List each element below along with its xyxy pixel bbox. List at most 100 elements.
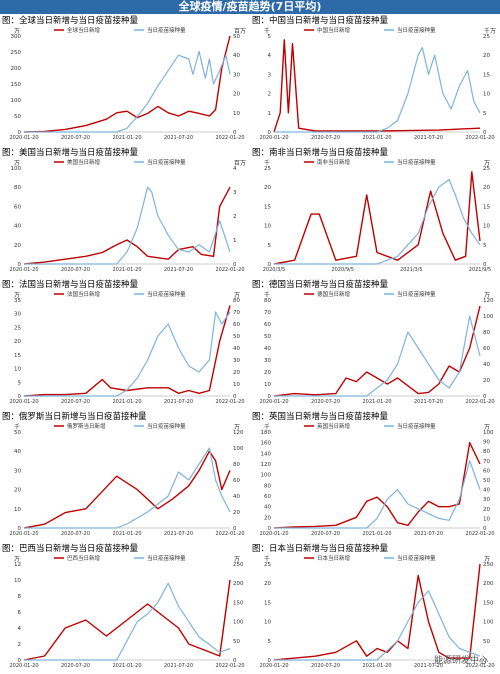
x-tick-label: 2022-01-20 <box>215 267 244 273</box>
left-axis-unit: 千 <box>264 423 270 431</box>
left-tick-label: 15 <box>264 204 271 210</box>
series-line-1 <box>274 460 481 529</box>
right-tick-label: 30 <box>233 72 240 78</box>
right-tick-label: 2 <box>233 214 237 220</box>
left-tick-label: 160 <box>261 441 272 447</box>
x-tick-label: 2021/3/5 <box>400 267 422 273</box>
right-tick-label: 20 <box>483 185 490 191</box>
legend-label: 美国当日新增 <box>67 158 100 166</box>
right-tick-label: 200 <box>483 581 494 587</box>
x-tick-label: 2020-07-20 <box>311 531 340 537</box>
right-tick-label: 10 <box>233 382 240 388</box>
legend-label: 当日疫苗接种量 <box>397 554 436 562</box>
left-tick-label: 50 <box>14 114 21 120</box>
x-tick-label: 2022-01-20 <box>465 663 494 669</box>
chart-svg: 千万05101520250501001502002502020-01-20 202… <box>259 554 494 669</box>
chart-svg: 千 万 0 20 40 60 80 100 120 140 160 180 0 10 20 30 40 50 60 7… <box>259 422 494 537</box>
x-tick-label: 2020-01-20 <box>259 399 288 405</box>
right-tick-label: 90 <box>483 440 490 446</box>
series-line-1 <box>274 178 481 265</box>
x-tick-label: 2021-07-20 <box>414 663 443 669</box>
left-tick-label: 15 <box>14 353 21 359</box>
left-axis-unit: 万 <box>14 28 20 35</box>
right-tick-label: 5 <box>483 243 487 249</box>
left-tick-label: 50 <box>14 430 21 436</box>
x-tick-label: 2021-01-20 <box>362 135 391 141</box>
x-tick-label: 2020-01-20 <box>9 531 38 537</box>
watermark: 能源研发中心 <box>433 656 488 666</box>
right-tick-label: 30 <box>233 358 240 364</box>
right-tick-label: 0 <box>483 394 487 400</box>
right-axis-unit: 万 <box>484 160 490 167</box>
right-axis-unit: 万 <box>484 556 490 563</box>
left-tick-label: 0 <box>18 262 22 268</box>
left-tick-label: 3 <box>268 72 272 78</box>
left-tick-label: 60 <box>264 322 271 328</box>
x-tick-label: 2020-01-20 <box>9 267 38 273</box>
x-tick-label: 2020-07-20 <box>61 267 90 273</box>
x-tick-label: 2020-07-20 <box>61 663 90 669</box>
x-tick-label: 2021-01-20 <box>112 267 141 273</box>
right-tick-label: 15 <box>483 204 490 210</box>
right-tick-label: 250 <box>483 562 494 568</box>
left-axis-unit: 千 <box>14 423 20 431</box>
x-tick-label: 2021-01-20 <box>112 663 141 669</box>
chart-panel-brazil: 图：巴西当日新增与当日疫苗接种量万 万 0 2 4 6 8 10 12 0 50 100 150 200 2… <box>2 542 248 672</box>
right-tick-label: 10 <box>483 92 490 98</box>
series-line-1 <box>24 582 231 661</box>
left-tick-label: 80 <box>264 298 271 304</box>
right-axis-unit: 万 <box>234 424 240 431</box>
left-tick-label: 0 <box>18 394 22 400</box>
chart-title: 图：日本当日新增与当日疫苗接种量 <box>252 544 389 554</box>
right-tick-label: 0 <box>483 262 487 268</box>
legend-label: 当日疫苗接种量 <box>397 290 436 298</box>
legend-label: 德国当日新增 <box>317 290 350 298</box>
right-tick-label: 40 <box>483 362 490 368</box>
left-tick-label: 100 <box>11 166 22 172</box>
legend-label: 当日疫苗接种量 <box>397 26 436 34</box>
right-tick-label: 25 <box>483 34 490 40</box>
series-line-0 <box>273 39 481 133</box>
series-line-1 <box>24 50 231 133</box>
x-tick-label: 2021-01-20 <box>112 531 141 537</box>
left-tick-label: 50 <box>264 334 271 340</box>
x-tick-label: 2020-01-20 <box>9 663 38 669</box>
right-tick-label: 40 <box>233 346 240 352</box>
x-tick-label: 2020-01-20 <box>259 531 288 537</box>
series-line-0 <box>23 305 231 397</box>
x-tick-label: 2022-01-20 <box>465 135 494 141</box>
right-tick-label: 60 <box>233 478 240 484</box>
left-tick-label: 40 <box>14 224 21 230</box>
x-tick-label: 2020-07-20 <box>61 399 90 405</box>
chart-svg: 千 万 0 10 20 30 40 50 60 70 80 0 20 40 60 80 100 120 2020-0… <box>259 290 494 405</box>
right-tick-label: 250 <box>233 562 244 568</box>
right-tick-label: 20 <box>483 507 490 513</box>
left-tick-label: 10 <box>14 578 21 584</box>
series-line-0 <box>273 305 481 397</box>
left-tick-label: 300 <box>11 34 22 40</box>
left-tick-label: 6 <box>18 610 22 616</box>
right-tick-label: 0 <box>233 526 237 532</box>
right-tick-label: 80 <box>233 298 240 304</box>
right-tick-label: 100 <box>483 314 494 320</box>
x-tick-label: 2021-07-20 <box>164 267 193 273</box>
chart-svg: 千 万 0 5 10 15 20 25 0 5 10 15 20 25 2020/3/5 2020/9/5 20… <box>263 158 491 273</box>
left-tick-label: 10 <box>264 382 271 388</box>
x-tick-label: 2021-07-20 <box>414 531 443 537</box>
right-tick-label: 0 <box>483 526 487 532</box>
x-tick-label: 2021-01-20 <box>112 135 141 141</box>
right-tick-label: 80 <box>233 462 240 468</box>
right-tick-label: 60 <box>483 346 490 352</box>
legend-label: 全球当日新增 <box>67 26 100 34</box>
right-tick-label: 5 <box>483 111 487 117</box>
x-tick-label: 2020/3/5 <box>263 267 285 273</box>
chart-title: 图：南非当日新增与当日疫苗接种量 <box>252 148 389 158</box>
right-tick-label: 15 <box>483 72 490 78</box>
x-tick-label: 2020-07-20 <box>311 399 340 405</box>
chart-title: 图：俄罗斯当日新增与当日疫苗接种量 <box>2 412 147 422</box>
right-tick-label: 80 <box>483 330 490 336</box>
right-tick-label: 20 <box>483 378 490 384</box>
right-tick-label: 150 <box>233 600 244 606</box>
left-tick-label: 0 <box>268 130 272 136</box>
legend-label: 当日疫苗接种量 <box>147 26 186 34</box>
